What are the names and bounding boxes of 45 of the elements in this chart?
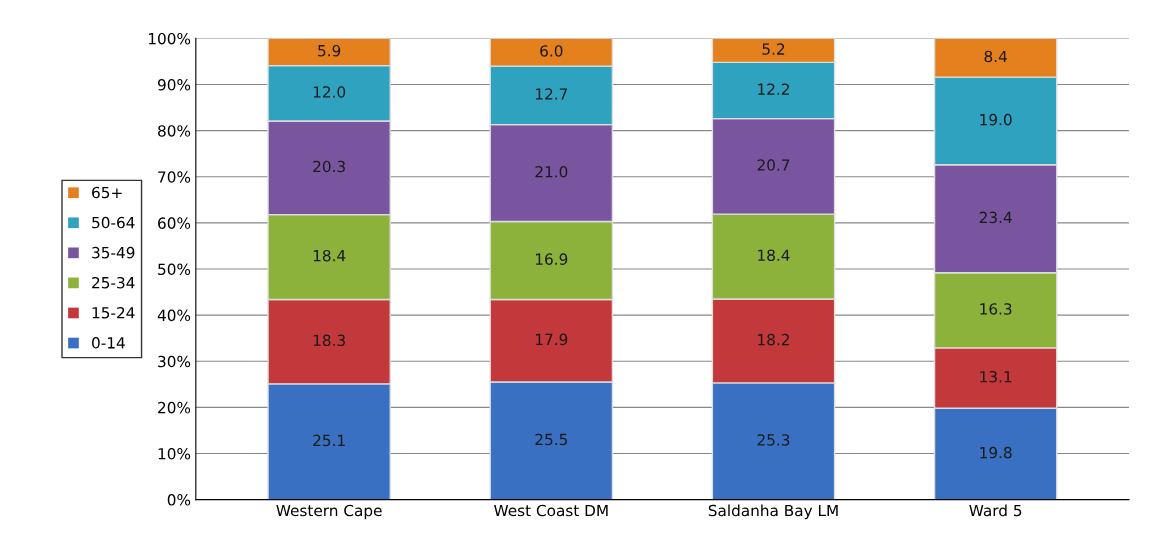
y-tick-label: 20% bbox=[158, 401, 191, 414]
data-label: 18.4 bbox=[313, 249, 346, 262]
data-label: 12.0 bbox=[313, 86, 346, 98]
data-label: 5.9 bbox=[318, 44, 341, 57]
x-tick-label: West Coast DM bbox=[494, 504, 608, 517]
data-label: 13.1 bbox=[980, 370, 1012, 383]
data-label: 23.4 bbox=[979, 211, 1012, 224]
data-label: 18.4 bbox=[758, 249, 790, 261]
data-label: 6.0 bbox=[540, 45, 563, 57]
y-tick-label: 90% bbox=[157, 79, 191, 91]
data-label: 19.0 bbox=[980, 113, 1012, 126]
y-tick-label: 60% bbox=[158, 217, 191, 229]
data-label: 18.3 bbox=[313, 334, 345, 347]
y-tick-label: 10% bbox=[158, 447, 191, 460]
legend-label: 0-14 bbox=[92, 337, 125, 349]
data-label: 19.8 bbox=[980, 446, 1012, 459]
data-label: 25.3 bbox=[757, 434, 790, 446]
data-label: 8.4 bbox=[984, 50, 1007, 63]
y-tick-label: 0% bbox=[167, 494, 191, 506]
data-label: 16.3 bbox=[980, 303, 1012, 315]
data-label: 25.5 bbox=[535, 433, 567, 446]
y-tick-label: 50% bbox=[158, 263, 191, 276]
data-label: 5.2 bbox=[762, 43, 785, 55]
data-label: 21.0 bbox=[535, 165, 568, 178]
y-tick-label: 100% bbox=[148, 32, 191, 45]
data-label: 16.9 bbox=[535, 253, 568, 265]
data-label: 12.2 bbox=[758, 83, 789, 95]
y-tick-label: 40% bbox=[157, 309, 191, 322]
x-tick-label: Saldanha Bay LM bbox=[708, 504, 838, 520]
legend-label: 65+ bbox=[92, 186, 122, 199]
data-label: 20.7 bbox=[757, 159, 790, 171]
x-tick-label: Ward 5 bbox=[969, 504, 1022, 517]
data-label: 17.9 bbox=[535, 333, 568, 346]
legend-label: 35-49 bbox=[92, 246, 135, 259]
data-label: 12.7 bbox=[535, 88, 568, 100]
y-tick-label: 30% bbox=[158, 355, 191, 368]
legend-label: 50-64 bbox=[92, 216, 135, 229]
legend-label: 15-24 bbox=[92, 306, 135, 319]
data-label: 20.3 bbox=[313, 160, 345, 173]
x-tick-label: Western Cape bbox=[276, 504, 382, 520]
y-tick-label: 80% bbox=[158, 125, 191, 137]
legend-label: 25-34 bbox=[92, 276, 135, 289]
data-label: 18.2 bbox=[758, 333, 789, 346]
y-tick-label: 70% bbox=[158, 171, 191, 183]
data-label: 25.1 bbox=[313, 434, 345, 447]
